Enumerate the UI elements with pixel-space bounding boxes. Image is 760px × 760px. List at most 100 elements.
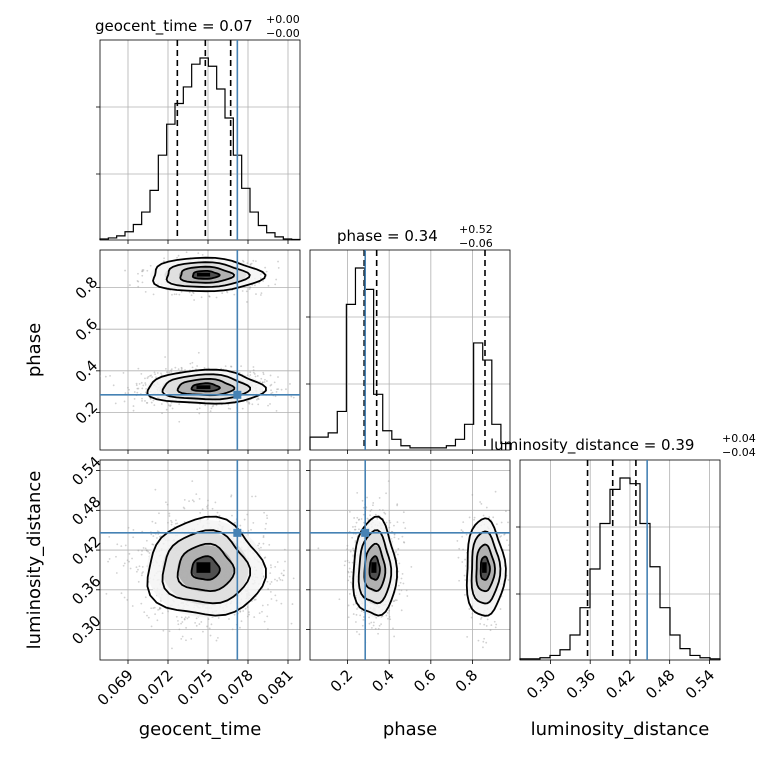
sample-point <box>149 375 151 377</box>
sample-point <box>145 549 148 552</box>
x-tick-label: 0.069 <box>94 666 137 709</box>
histogram-steps <box>309 267 511 450</box>
sample-point <box>358 528 360 531</box>
sample-point <box>168 630 171 633</box>
sample-point <box>480 616 483 619</box>
sample-point <box>147 616 150 619</box>
sample-point <box>374 627 377 630</box>
sample-point <box>253 616 256 618</box>
sample-point <box>206 504 209 507</box>
sample-point <box>248 401 250 404</box>
sample-point <box>275 409 278 412</box>
sample-point <box>195 624 198 627</box>
sample-point <box>400 577 403 580</box>
sample-point <box>372 502 375 504</box>
sample-point <box>468 516 471 519</box>
density-peak <box>196 385 211 389</box>
sample-point <box>266 514 268 517</box>
sample-point <box>123 400 126 403</box>
sample-point <box>269 590 272 593</box>
hist-panel-luminosity-distance <box>516 459 721 664</box>
contour-line <box>368 555 381 581</box>
sample-point <box>369 510 372 512</box>
sample-point <box>249 286 251 289</box>
sample-point <box>280 388 283 391</box>
sample-point <box>277 388 280 390</box>
sample-point <box>510 515 512 517</box>
sample-point <box>456 540 459 542</box>
sample-point <box>170 371 173 373</box>
sample-point <box>366 496 368 499</box>
sample-point <box>156 619 159 622</box>
sample-point <box>370 508 373 511</box>
panel-frame <box>519 459 721 661</box>
sample-point <box>360 518 363 520</box>
sample-point <box>366 517 369 520</box>
sample-point <box>177 254 180 257</box>
sample-point <box>462 548 465 551</box>
sample-point <box>263 557 266 559</box>
sample-point <box>208 295 211 298</box>
sample-point <box>188 500 190 503</box>
sample-point <box>392 600 395 603</box>
sample-point <box>132 405 135 407</box>
sample-point <box>216 511 219 514</box>
sample-point <box>196 365 199 367</box>
scatter-panel-luminosity-distance-vs-phase <box>306 459 512 664</box>
sample-point <box>183 521 186 523</box>
sample-point <box>460 529 463 531</box>
sample-point <box>178 293 181 296</box>
sample-point <box>354 540 357 542</box>
sample-point <box>269 564 272 566</box>
sample-point <box>262 280 265 282</box>
sample-point <box>353 528 356 531</box>
sample-point <box>170 368 173 371</box>
sample-point <box>224 365 227 368</box>
sample-point <box>458 579 461 582</box>
sample-point <box>142 384 145 387</box>
sample-point <box>170 519 172 522</box>
sample-point <box>144 377 146 380</box>
sample-point <box>397 537 400 540</box>
sample-point <box>126 599 129 601</box>
sample-point <box>374 513 377 516</box>
contour-line <box>146 515 267 617</box>
sample-point <box>250 262 253 265</box>
sample-point <box>265 522 267 525</box>
sample-point <box>359 614 362 617</box>
sample-point <box>149 264 152 267</box>
sample-point <box>245 400 248 403</box>
sample-point <box>215 639 218 642</box>
sample-point <box>274 566 277 568</box>
sample-point <box>153 404 156 407</box>
sample-point <box>348 561 351 564</box>
sample-point <box>265 380 268 382</box>
sample-point <box>141 572 143 575</box>
sample-point <box>387 480 390 482</box>
sample-point <box>190 637 193 640</box>
sample-point <box>348 510 351 513</box>
sample-point <box>356 516 359 519</box>
sample-point <box>208 295 211 298</box>
sample-point <box>269 583 272 585</box>
sample-point <box>264 556 267 559</box>
sample-point <box>347 604 350 607</box>
sample-point <box>393 533 396 536</box>
sample-point <box>248 613 250 616</box>
sample-point <box>349 550 352 553</box>
sample-point <box>141 550 143 552</box>
sample-point <box>178 420 181 423</box>
sample-point <box>174 366 177 369</box>
sample-point <box>274 395 277 398</box>
sample-point <box>140 553 143 556</box>
sample-point <box>183 498 186 501</box>
sample-point <box>396 503 399 506</box>
sample-point <box>133 397 136 400</box>
sample-point <box>141 281 144 284</box>
sample-point <box>162 629 165 632</box>
sample-point <box>353 517 356 519</box>
sample-point <box>152 607 155 609</box>
contour-line <box>146 368 267 405</box>
sample-point <box>260 292 263 295</box>
sample-point <box>470 616 473 619</box>
